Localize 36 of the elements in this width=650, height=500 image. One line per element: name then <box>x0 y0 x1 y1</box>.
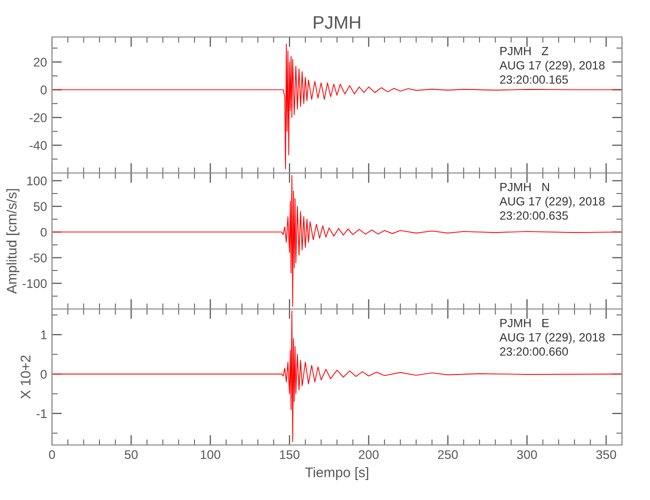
annotation: AUG 17 (229), 2018 <box>499 60 605 72</box>
annotation: PJMH E <box>500 318 549 328</box>
x-axis-title: Tiempo [s] <box>305 467 368 480</box>
y-tick-label: -1 <box>36 409 47 418</box>
x-tick-label: 200 <box>358 450 379 460</box>
y-tick-label: 100 <box>27 176 47 186</box>
y-tick-label: -40 <box>30 141 47 150</box>
x-tick-label: 300 <box>517 450 537 460</box>
y-tick-label: 20 <box>34 58 47 67</box>
x-tick-label: 150 <box>280 450 300 460</box>
y-tick-label: 0 <box>40 228 47 237</box>
line-series <box>52 44 622 170</box>
annotation: 23:20:00.660 <box>500 347 568 356</box>
annotation: AUG 17 (229), 2018 <box>499 332 605 344</box>
x-tick-label: 50 <box>124 450 138 460</box>
x-tick-label: 350 <box>596 450 616 460</box>
y-tick-label: -100 <box>22 279 47 288</box>
y-tick-label: -50 <box>30 253 47 262</box>
line-series <box>52 175 622 307</box>
annotation: 23:20:00.635 <box>500 211 568 220</box>
x-tick-label: 0 <box>49 450 55 460</box>
y-tick-label: 50 <box>34 202 47 212</box>
y-tick-label: -20 <box>30 113 47 122</box>
y-axis-title: Amplitud [cm/s/s] <box>6 189 20 294</box>
y-axis-title: X 10+2 <box>20 355 31 399</box>
chart-title: PJMH <box>314 16 360 29</box>
y-tick-label: 0 <box>40 370 47 379</box>
y-tick-label: 1 <box>41 330 47 340</box>
x-tick-label: 100 <box>200 450 220 460</box>
annotation: PJMH Z <box>500 46 548 56</box>
line-series <box>52 310 622 442</box>
x-tick-label: 250 <box>438 450 458 460</box>
annotation: PJMH N <box>500 182 549 192</box>
annotation: 23:20:00.165 <box>500 75 568 84</box>
y-tick-label: 0 <box>40 86 47 94</box>
annotation: AUG 17 (229), 2018 <box>499 196 605 208</box>
